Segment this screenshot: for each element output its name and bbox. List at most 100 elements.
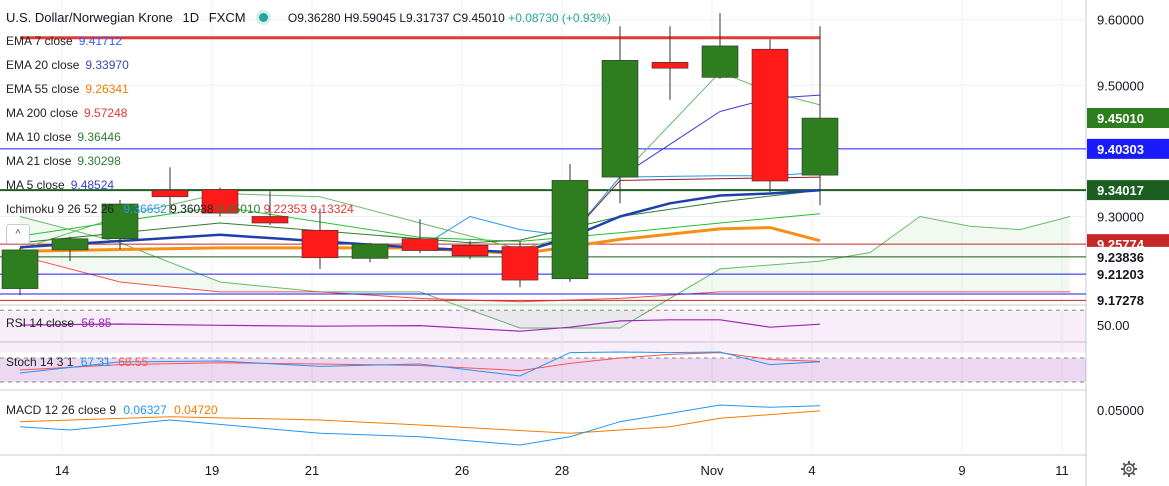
- legend-value: 9.33970: [85, 58, 129, 72]
- candle-body: [1, 249, 39, 289]
- stoch-legend[interactable]: Stoch 14 3 1 67.31 68.55: [6, 355, 148, 369]
- candle: [551, 163, 589, 283]
- price-tick-label: 9.60000: [1097, 13, 1144, 28]
- stoch-k-value: 67.31: [80, 355, 111, 369]
- macd-value: 0.06327: [123, 403, 167, 417]
- candle: [401, 219, 439, 254]
- candle-body: [101, 203, 139, 240]
- macd-axis-label: 0.05000: [1097, 403, 1144, 418]
- price-marker: [1087, 246, 1169, 267]
- price-marker-label: 9.34017: [1097, 183, 1144, 198]
- candle: [1, 247, 39, 296]
- candle: [251, 191, 289, 225]
- candle: [351, 242, 389, 263]
- rsi-label: RSI 14 close: [6, 316, 75, 330]
- legend-ma5[interactable]: MA 5 close 9.48524: [6, 178, 114, 192]
- candle-body: [351, 243, 389, 259]
- price-axis[interactable]: 9.60000 9.50000 9.30000 9.45010 9.40303 9.340…: [1087, 0, 1169, 486]
- price-marker: [1087, 180, 1169, 201]
- low-label: L: [399, 11, 407, 25]
- legend-label: Ichimoku 9 26 52 26: [6, 202, 115, 216]
- candle-body: [801, 117, 839, 176]
- candle-body: [501, 246, 539, 281]
- market-status-icon: [259, 13, 269, 22]
- time-tick-label: 11: [1055, 463, 1069, 478]
- candle-body: [651, 62, 689, 69]
- macd-signal-line: [19, 410, 821, 434]
- price-marker-label: 9.40303: [1097, 142, 1144, 157]
- legend-ema7[interactable]: EMA 7 close 9.41712: [6, 34, 122, 48]
- legend-ema20[interactable]: EMA 20 close 9.33970: [6, 58, 129, 72]
- open-value: 9.36280: [297, 11, 341, 25]
- candle: [801, 26, 839, 206]
- symbol-header: U.S. Dollar/Norwegian Krone 1D FXCM O9.3…: [6, 10, 611, 25]
- symbol-name[interactable]: U.S. Dollar/Norwegian Krone: [6, 10, 173, 25]
- candle-body: [51, 238, 89, 251]
- stoch-band: [0, 358, 1086, 382]
- candle: [201, 187, 239, 217]
- senkou-span-a: [19, 215, 1071, 329]
- price-marker-label: 9.17278: [1097, 293, 1144, 308]
- price-marker-label: 9.23836: [1097, 250, 1144, 265]
- price-tick-label: 9.30000: [1097, 209, 1144, 224]
- candle: [501, 241, 539, 288]
- gear-icon[interactable]: [1120, 460, 1138, 478]
- legend-label: EMA 55 close: [6, 82, 80, 96]
- stoch-label: Stoch 14 3 1: [6, 355, 74, 369]
- time-tick-label: 21: [305, 463, 319, 478]
- interval-label[interactable]: 1D: [182, 10, 200, 25]
- candle: [151, 167, 189, 214]
- legend-value: 9.26341: [85, 82, 129, 96]
- legend-value: 9.36038: [170, 202, 214, 216]
- candle-body: [201, 189, 239, 214]
- stoch-k-line: [19, 351, 821, 377]
- candlesticks[interactable]: [1, 13, 839, 296]
- low-value: 9.31737: [406, 11, 450, 25]
- stoch-d-value: 68.55: [118, 355, 149, 369]
- time-axis[interactable]: 14 19 21 26 28 Nov 4 9 11: [55, 463, 1069, 478]
- price-marker-label: 9.21203: [1097, 267, 1144, 282]
- macd-legend[interactable]: MACD 12 26 close 9 0.06327 0.04720: [6, 403, 218, 417]
- price-marker: [1087, 264, 1169, 285]
- candle-body: [401, 238, 439, 251]
- macd-line: [19, 404, 821, 446]
- legend-label: MA 5 close: [6, 178, 65, 192]
- macd-signal-value: 0.04720: [174, 403, 218, 417]
- legend-value: 9.41712: [78, 34, 123, 48]
- candle: [701, 13, 739, 79]
- legend-ma21[interactable]: MA 21 close 9.30298: [6, 154, 121, 168]
- time-tick-label: 14: [55, 463, 69, 478]
- candle-body: [151, 189, 189, 198]
- rsi-axis-label: 50.00: [1097, 318, 1130, 333]
- source-label: FXCM: [208, 10, 246, 25]
- candle: [301, 208, 339, 269]
- legend-label: EMA 20 close: [6, 58, 80, 72]
- price-marker: [1087, 138, 1169, 159]
- legend-ma200[interactable]: MA 200 close 9.57248: [6, 106, 127, 120]
- candle-body: [601, 60, 639, 178]
- legend-label: MA 21 close: [6, 154, 72, 168]
- legend-ema55[interactable]: EMA 55 close 9.26341: [6, 82, 129, 96]
- legend-ma10[interactable]: MA 10 close 9.36446: [6, 130, 121, 144]
- legend-label: EMA 7 close: [6, 34, 73, 48]
- legend-label: MA 10 close: [6, 130, 72, 144]
- rsi-value: 56.85: [81, 316, 112, 330]
- candle-body: [751, 48, 789, 182]
- legend-value: 9.36652: [123, 202, 167, 216]
- candle: [651, 26, 689, 100]
- legend-value: 9.30298: [77, 154, 121, 168]
- collapse-legend-button[interactable]: ^: [6, 224, 30, 244]
- legend-label: MA 200 close: [6, 106, 79, 120]
- legend-ichimoku[interactable]: Ichimoku 9 26 52 26 9.36652 9.36038 9.45…: [6, 202, 354, 216]
- legend-value: 9.48524: [70, 178, 115, 192]
- legend-value: 9.36446: [77, 130, 121, 144]
- candle: [751, 39, 789, 193]
- candle-body: [251, 216, 289, 224]
- macd-label: MACD 12 26 close 9: [6, 403, 117, 417]
- rsi-legend[interactable]: RSI 14 close 56.85: [6, 316, 111, 330]
- legend-value: 9.13324: [310, 202, 354, 216]
- rsi-line: [19, 319, 821, 332]
- candle-body: [301, 229, 339, 259]
- time-tick-label: 28: [555, 463, 569, 478]
